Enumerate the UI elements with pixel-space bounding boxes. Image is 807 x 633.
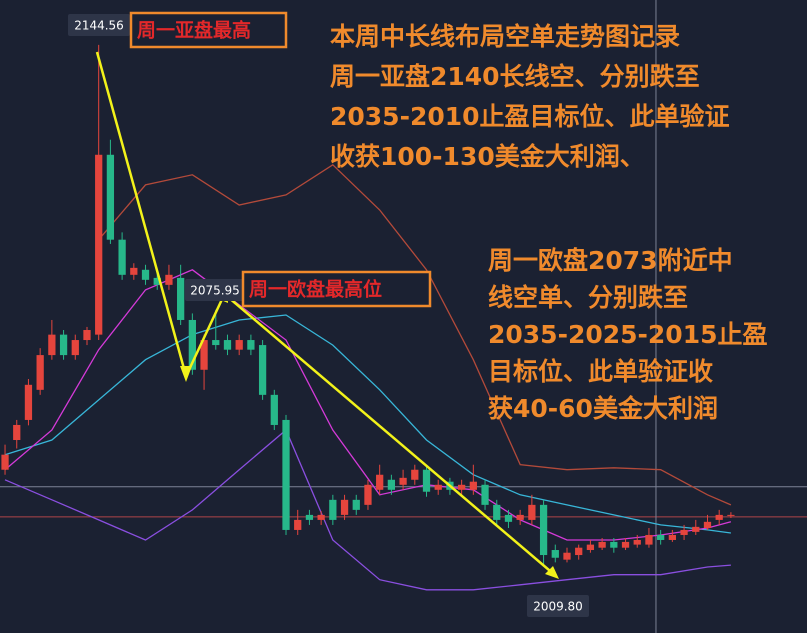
candle-body	[48, 334, 56, 356]
price-label: 2075.95	[190, 284, 240, 298]
candle-body	[83, 330, 91, 341]
note-text: 2035-2010止盈目标位、此单验证	[330, 102, 730, 131]
candle-body	[200, 340, 208, 370]
candle-body	[141, 269, 150, 280]
note-text: 获40-60美金大利润	[488, 394, 718, 423]
candle-body	[516, 514, 524, 520]
candle-body	[539, 504, 548, 556]
candle-body	[270, 394, 278, 425]
note-text: 周一亚盘2140长线空、分别跌至	[330, 62, 700, 91]
candle-body	[586, 544, 595, 551]
note-text: 目标位、此单验证收	[488, 357, 713, 386]
candle-body	[727, 514, 735, 516]
candle-body	[130, 267, 138, 275]
candle-body	[317, 514, 325, 520]
price-label-box	[527, 595, 589, 617]
candle-body	[422, 469, 431, 492]
indicator-line	[4, 314, 731, 534]
candle-body	[165, 274, 173, 285]
candle-body	[399, 477, 407, 485]
candle-body	[106, 154, 115, 240]
note-text: 周一欧盘2073附近中	[488, 246, 733, 275]
candle-body	[493, 504, 501, 520]
candle-body	[621, 541, 630, 548]
candle-body	[36, 355, 44, 390]
candle-body	[715, 514, 723, 520]
candle-body	[71, 340, 79, 356]
candle-body	[633, 539, 641, 545]
candle-body	[188, 319, 196, 370]
candle-body	[340, 499, 349, 515]
candle-body	[668, 534, 676, 540]
candle-body	[294, 519, 302, 530]
candle-body	[610, 541, 618, 548]
candle-body	[551, 550, 559, 558]
note-text: 2035-2025-2015止盈	[488, 320, 768, 349]
indicator-line	[4, 428, 731, 591]
candle-body	[528, 504, 536, 520]
candle-body	[504, 514, 513, 522]
price-label: 2009.80	[533, 600, 583, 614]
candle-body	[469, 481, 477, 490]
candle-body	[387, 479, 396, 490]
candle-body	[282, 419, 290, 530]
price-label-box	[68, 14, 130, 36]
candle-body	[352, 499, 360, 510]
candle-body	[1, 454, 9, 470]
candle-body	[329, 499, 337, 520]
callout-text: 周一欧盘最高位	[249, 278, 382, 301]
candle-body	[364, 484, 372, 505]
candle-body	[235, 340, 243, 350]
note-text: 收获100-130美金大利润、	[330, 142, 645, 171]
candle-body	[153, 277, 161, 285]
candle-body	[376, 474, 384, 490]
candle-body	[24, 384, 33, 420]
candle-body	[13, 424, 21, 441]
candle-body	[434, 484, 442, 490]
candle-body	[177, 277, 185, 320]
candle-body	[212, 340, 220, 346]
note-text: 线空单、分别跌至	[488, 283, 688, 312]
indicator-line	[98, 163, 732, 506]
candle-body	[481, 484, 489, 505]
price-label: 2144.56	[74, 19, 124, 33]
candle-body	[223, 340, 232, 350]
candle-body	[457, 484, 466, 490]
candle-body	[305, 514, 314, 520]
candle-body	[645, 534, 653, 545]
candle-body	[563, 552, 571, 560]
note-text: 本周中长线布局空单走势图记录	[330, 22, 680, 51]
candle-body	[258, 345, 267, 395]
callout-text: 周一亚盘最高	[137, 19, 251, 42]
candle-body	[680, 529, 688, 535]
callout-box	[241, 270, 432, 308]
candle-body	[692, 526, 700, 532]
callout-box	[129, 11, 288, 49]
candle-body	[657, 534, 665, 540]
candle-body	[598, 541, 606, 548]
candle-body	[703, 521, 712, 529]
candle-body	[247, 340, 255, 350]
price-label-box	[185, 279, 245, 301]
candle-body	[118, 239, 126, 275]
candle-body	[95, 154, 103, 335]
candle-body	[411, 469, 419, 480]
candle-body	[575, 547, 583, 556]
candle-body	[59, 334, 68, 356]
